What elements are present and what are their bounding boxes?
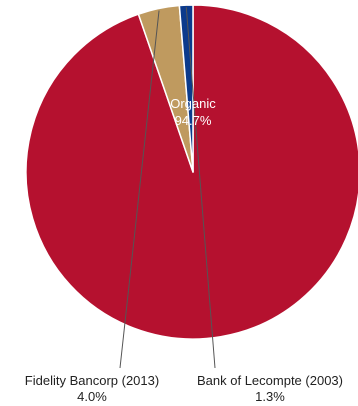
slice-label-lecompte: Bank of Lecompte (2003) bbox=[197, 373, 343, 388]
leader-line-lecompte bbox=[185, 7, 216, 369]
slice-value-organic: 94.7% bbox=[175, 113, 212, 128]
slice-value-fidelity: 4.0% bbox=[77, 389, 107, 404]
slice-label-organic: Organic bbox=[170, 96, 216, 111]
slice-label-fidelity: Fidelity Bancorp (2013) bbox=[25, 373, 159, 388]
leader-line-fidelity bbox=[119, 10, 160, 369]
slice-organic bbox=[25, 4, 358, 340]
pie-slices bbox=[25, 4, 358, 340]
slice-value-lecompte: 1.3% bbox=[255, 389, 285, 404]
